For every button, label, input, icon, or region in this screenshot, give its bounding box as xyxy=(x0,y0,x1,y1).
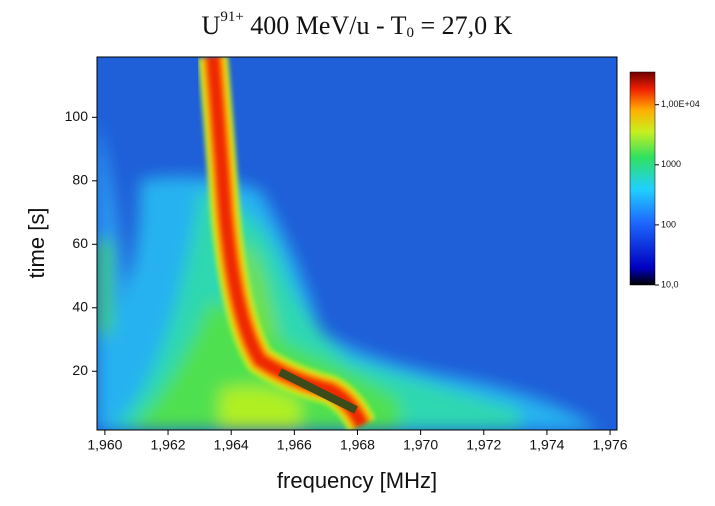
x-tick-label: 1,972 xyxy=(466,437,501,453)
colorbar-tick-label: 1,00E+04 xyxy=(661,99,700,109)
heatmap xyxy=(97,57,617,430)
x-tick-label: 1,960 xyxy=(87,437,122,453)
x-tick-label: 1,966 xyxy=(277,437,312,453)
x-tick-label: 1,964 xyxy=(214,437,249,453)
y-axis-label: time [s] xyxy=(24,208,49,279)
fit-line xyxy=(278,368,358,414)
title-sub: 0 xyxy=(407,25,415,41)
colorbar-tick-label: 1000 xyxy=(661,159,681,169)
colorbar-tick-label: 100 xyxy=(661,219,676,229)
title-base: U xyxy=(202,11,221,40)
y-tick-label: 80 xyxy=(72,172,88,188)
chart-title: U91+ 400 MeV/u - T0 = 27,0 K xyxy=(202,9,513,41)
y-tick-label: 40 xyxy=(72,298,88,314)
x-tick-label: 1,974 xyxy=(529,437,564,453)
x-tick-label: 1,976 xyxy=(593,437,628,453)
ridge xyxy=(198,57,376,430)
y-tick-label: 60 xyxy=(72,235,88,251)
title-sup: 91+ xyxy=(220,9,243,25)
x-tick-label: 1,962 xyxy=(151,437,186,453)
x-tick-label: 1,970 xyxy=(403,437,438,453)
y-tick-label: 100 xyxy=(65,108,89,124)
colorbar-tick-label: 10,0 xyxy=(661,279,679,289)
colorbar xyxy=(629,71,656,286)
x-tick-label: 1,968 xyxy=(340,437,375,453)
title-mid: 400 MeV/u - T xyxy=(244,11,407,40)
x-axis-label: frequency [MHz] xyxy=(277,468,437,493)
y-tick-label: 20 xyxy=(72,362,88,378)
title-end: = 27,0 K xyxy=(414,11,513,40)
